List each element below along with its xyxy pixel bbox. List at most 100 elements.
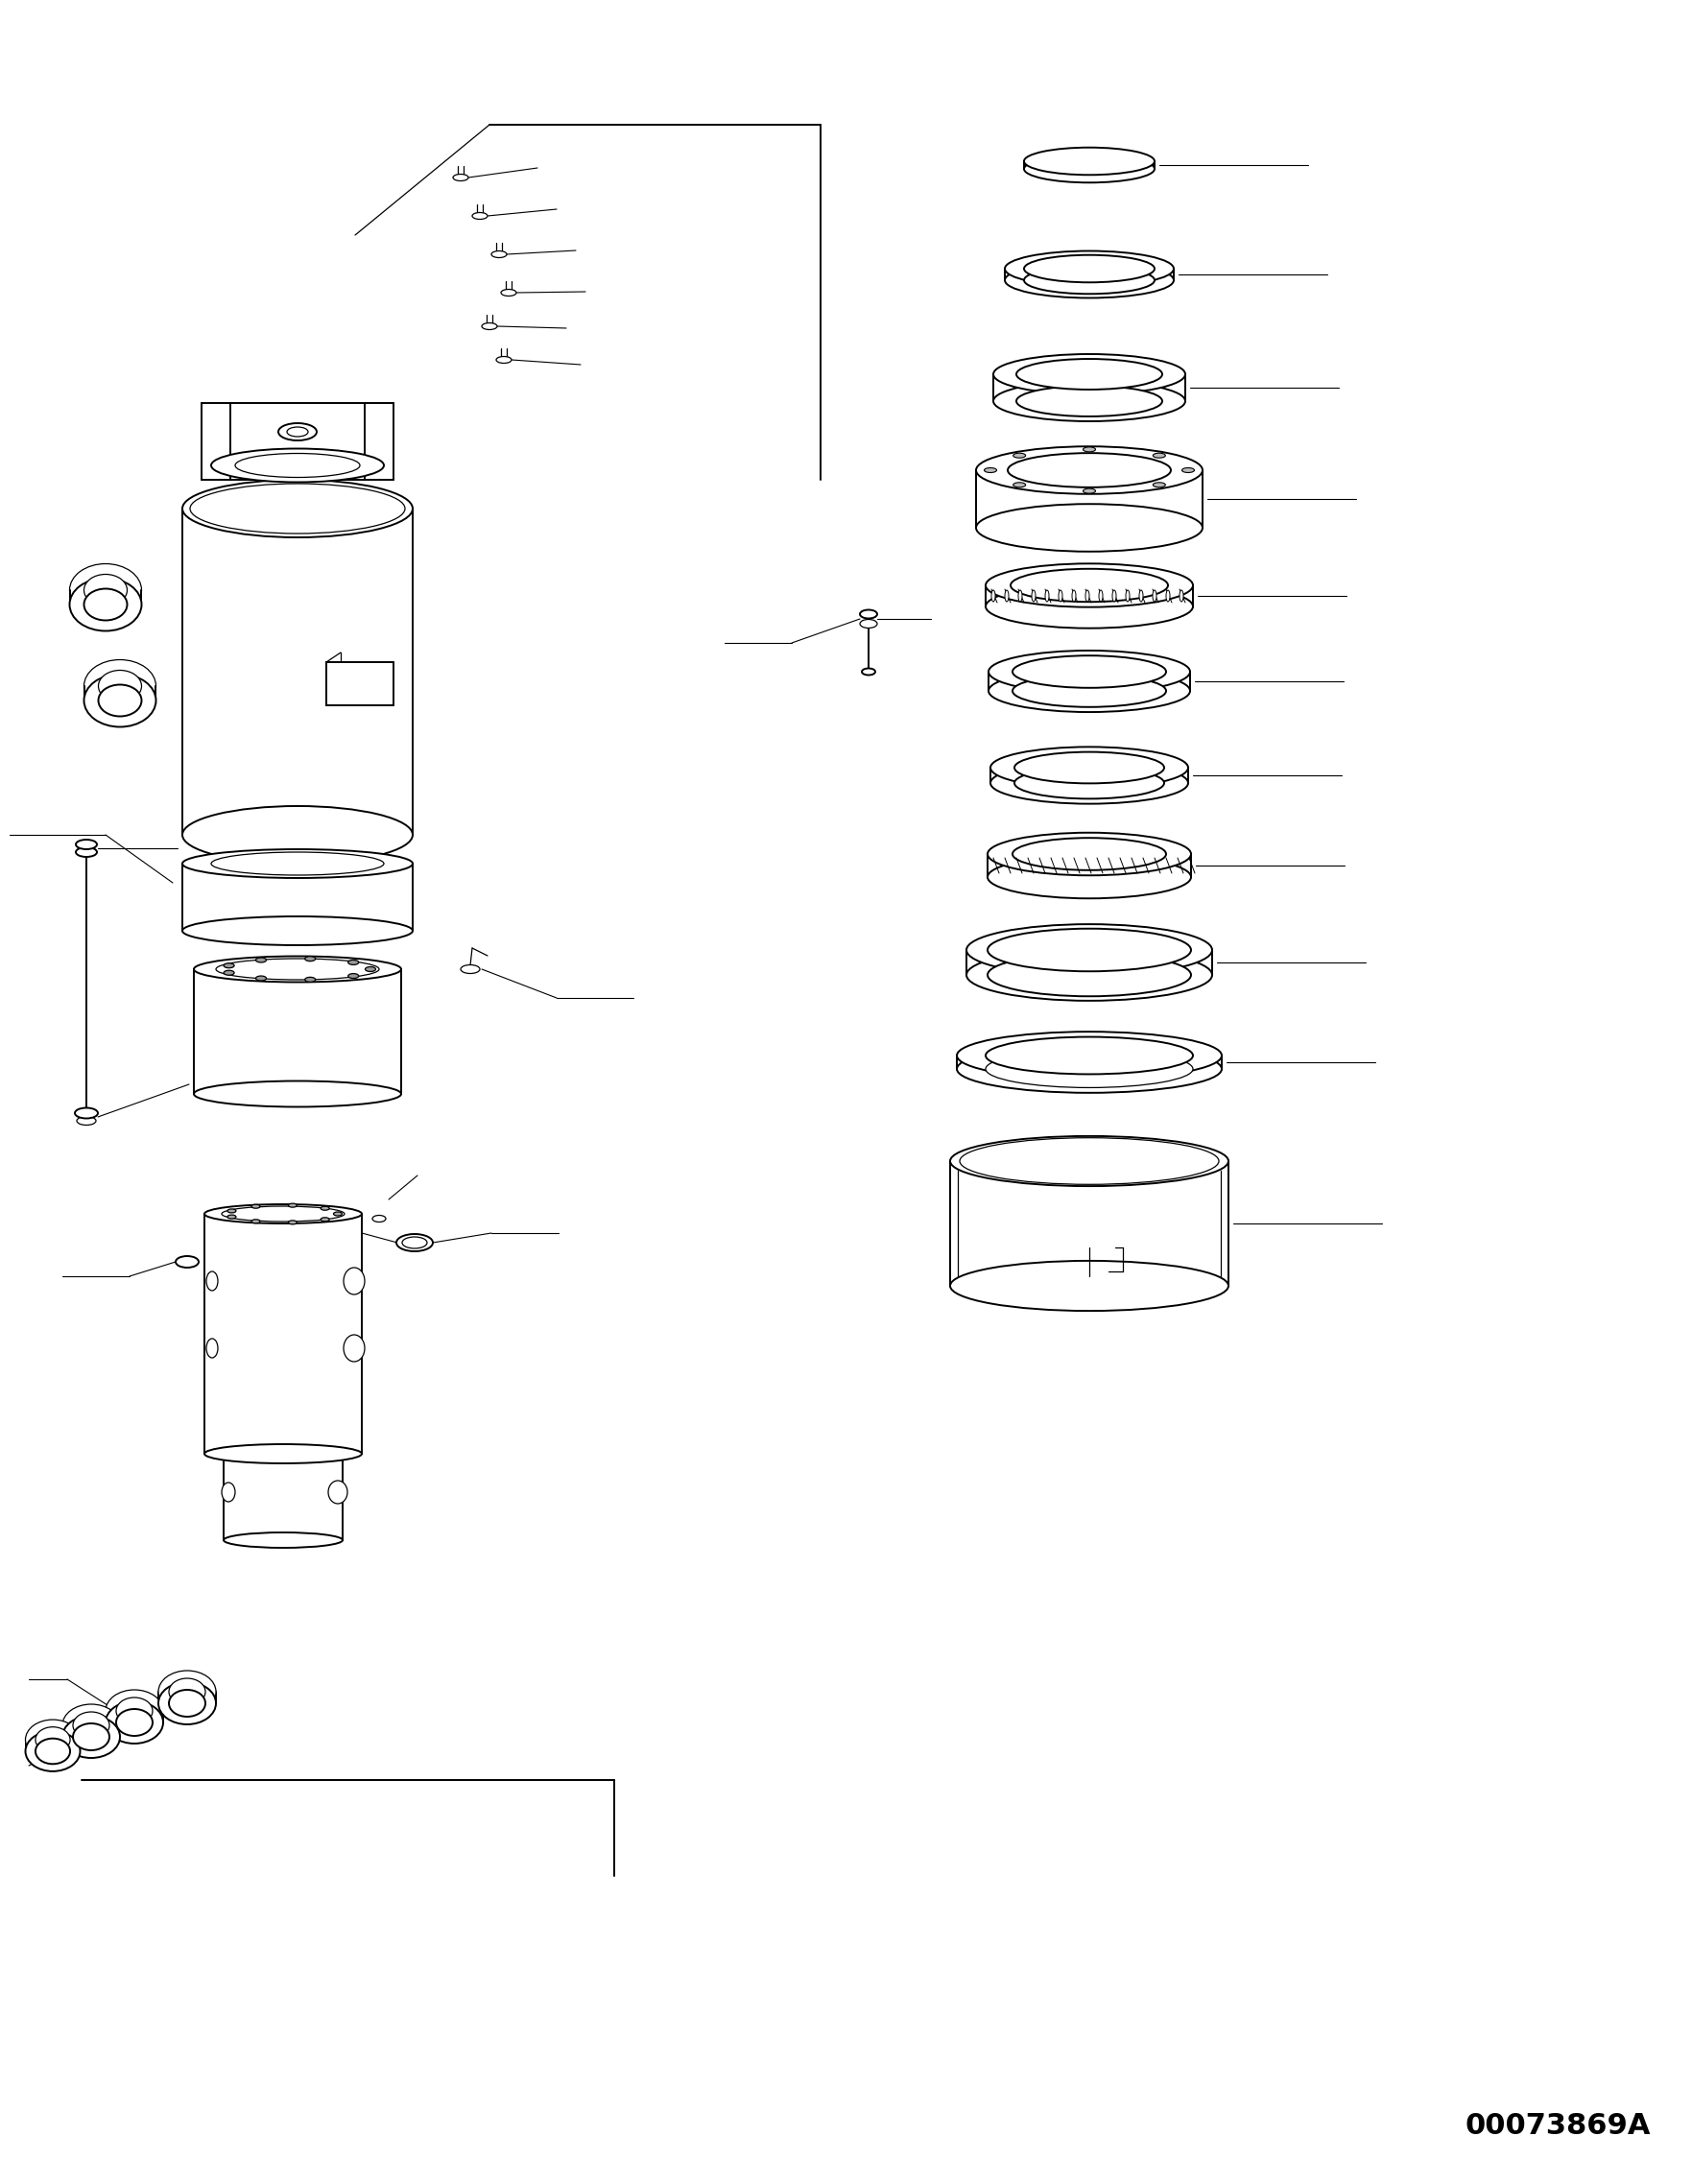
Ellipse shape: [1017, 358, 1162, 389]
Ellipse shape: [365, 968, 376, 972]
Ellipse shape: [76, 847, 96, 856]
Ellipse shape: [1152, 452, 1166, 459]
Ellipse shape: [69, 579, 142, 631]
Ellipse shape: [73, 1723, 110, 1749]
Ellipse shape: [453, 175, 469, 181]
Ellipse shape: [1012, 839, 1166, 869]
Ellipse shape: [990, 762, 1188, 804]
Ellipse shape: [277, 424, 316, 441]
Ellipse shape: [501, 288, 516, 297]
Ellipse shape: [1024, 266, 1154, 295]
Ellipse shape: [176, 1256, 198, 1267]
Ellipse shape: [98, 684, 142, 716]
Ellipse shape: [1024, 149, 1154, 175]
Ellipse shape: [305, 957, 315, 961]
Ellipse shape: [349, 961, 359, 965]
Ellipse shape: [76, 1116, 96, 1125]
Ellipse shape: [1083, 448, 1095, 452]
Ellipse shape: [966, 924, 1211, 976]
Ellipse shape: [990, 747, 1188, 788]
Ellipse shape: [69, 563, 142, 616]
Ellipse shape: [988, 670, 1189, 712]
Ellipse shape: [1073, 590, 1076, 601]
Ellipse shape: [460, 965, 481, 974]
Ellipse shape: [76, 839, 96, 850]
Ellipse shape: [223, 970, 233, 976]
Ellipse shape: [1015, 767, 1164, 799]
Bar: [327, 662, 394, 705]
Ellipse shape: [117, 1710, 152, 1736]
Ellipse shape: [1086, 590, 1090, 601]
Ellipse shape: [328, 1481, 347, 1503]
Ellipse shape: [1032, 590, 1036, 601]
Ellipse shape: [85, 590, 127, 620]
Ellipse shape: [1024, 256, 1154, 282]
Ellipse shape: [63, 1704, 120, 1747]
Ellipse shape: [206, 1271, 218, 1291]
Ellipse shape: [36, 1728, 69, 1752]
Ellipse shape: [227, 1210, 235, 1212]
Ellipse shape: [1012, 655, 1166, 688]
Ellipse shape: [1112, 590, 1117, 601]
Ellipse shape: [159, 1671, 217, 1712]
Ellipse shape: [85, 660, 156, 712]
Ellipse shape: [1012, 675, 1166, 708]
Ellipse shape: [396, 1234, 433, 1251]
Ellipse shape: [1179, 590, 1183, 601]
Ellipse shape: [36, 1738, 69, 1765]
Ellipse shape: [1139, 590, 1144, 601]
Ellipse shape: [976, 505, 1203, 553]
Ellipse shape: [205, 1203, 362, 1223]
Ellipse shape: [288, 1203, 296, 1208]
Ellipse shape: [496, 356, 511, 363]
Ellipse shape: [321, 1216, 330, 1221]
Ellipse shape: [222, 1483, 235, 1503]
Ellipse shape: [1005, 590, 1008, 601]
Ellipse shape: [217, 959, 379, 981]
Ellipse shape: [183, 480, 413, 537]
Ellipse shape: [159, 1682, 217, 1725]
Text: 00073869A: 00073869A: [1465, 2112, 1651, 2140]
Ellipse shape: [1010, 568, 1167, 603]
Ellipse shape: [1125, 590, 1130, 601]
Ellipse shape: [222, 1206, 345, 1221]
Ellipse shape: [25, 1732, 80, 1771]
Ellipse shape: [491, 251, 506, 258]
Ellipse shape: [959, 1138, 1218, 1184]
Ellipse shape: [992, 590, 995, 601]
Ellipse shape: [1098, 590, 1103, 601]
Ellipse shape: [472, 212, 487, 218]
Ellipse shape: [98, 670, 142, 701]
Ellipse shape: [343, 1267, 365, 1295]
Ellipse shape: [1014, 483, 1025, 487]
Ellipse shape: [85, 574, 127, 605]
Ellipse shape: [860, 620, 876, 629]
Ellipse shape: [986, 585, 1193, 629]
Ellipse shape: [212, 448, 384, 483]
Ellipse shape: [403, 1236, 426, 1249]
Ellipse shape: [1046, 590, 1049, 601]
Ellipse shape: [986, 563, 1193, 607]
Ellipse shape: [372, 1214, 386, 1223]
Ellipse shape: [195, 1081, 401, 1107]
Ellipse shape: [288, 428, 308, 437]
Ellipse shape: [1017, 387, 1162, 417]
Ellipse shape: [958, 1046, 1222, 1092]
Ellipse shape: [255, 976, 266, 981]
Ellipse shape: [1024, 155, 1154, 183]
Ellipse shape: [860, 609, 876, 618]
Ellipse shape: [25, 1719, 80, 1760]
Ellipse shape: [1183, 467, 1195, 472]
Ellipse shape: [985, 467, 997, 472]
Ellipse shape: [183, 806, 413, 863]
Ellipse shape: [1152, 590, 1156, 601]
Ellipse shape: [169, 1677, 205, 1706]
Ellipse shape: [223, 1533, 342, 1548]
Ellipse shape: [861, 668, 875, 675]
Ellipse shape: [183, 917, 413, 946]
Ellipse shape: [205, 1444, 362, 1463]
Ellipse shape: [986, 1051, 1193, 1088]
Ellipse shape: [349, 974, 359, 978]
Ellipse shape: [333, 1212, 342, 1216]
Ellipse shape: [74, 1107, 98, 1118]
